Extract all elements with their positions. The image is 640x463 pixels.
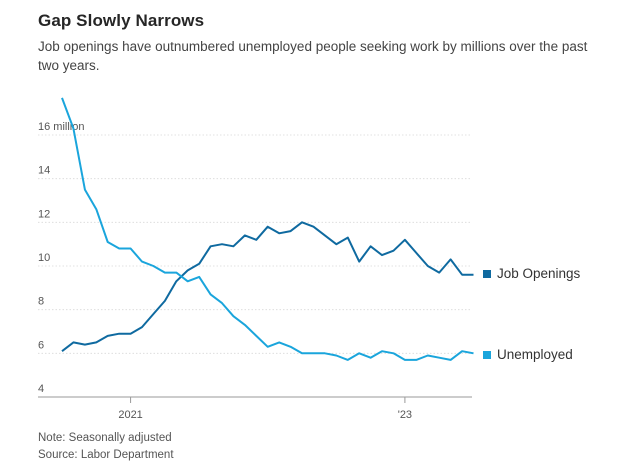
y-tick-label: 8 <box>38 296 44 308</box>
footnote: Note: Seasonally adjusted <box>38 432 172 444</box>
y-tick-label: 6 <box>38 339 44 351</box>
series-line-job-openings <box>61 221 474 352</box>
x-tick-label: 2021 <box>118 409 142 421</box>
legend-swatch-unemployed <box>483 350 491 359</box>
series-line-unemployed <box>61 97 474 361</box>
x-tick-label: '23 <box>398 409 412 421</box>
chart-title: Gap Slowly Narrows <box>38 11 205 30</box>
y-tick-label: 12 <box>38 208 50 220</box>
legend-label-unemployed: Unemployed <box>497 347 573 362</box>
legend-item-unemployed: Unemployed <box>483 347 573 362</box>
y-tick-label: 4 <box>38 383 44 395</box>
legend-swatch-job-openings <box>483 269 491 278</box>
series-lines <box>61 97 474 361</box>
y-tick-label: 16 million <box>38 121 84 133</box>
legend-label-job-openings: Job Openings <box>497 266 581 281</box>
grid-lines <box>38 134 472 398</box>
x-ticks: 2021 '23 <box>118 397 412 421</box>
y-tick-label: 10 <box>38 252 50 264</box>
source-note: Source: Labor Department <box>38 449 174 461</box>
legend-item-job-openings: Job Openings <box>483 266 580 281</box>
y-tick-label: 14 <box>38 165 50 177</box>
chart-subtitle: Job openings have outnumbered unemployed… <box>38 39 588 73</box>
y-tick-labels: 4 6 8 10 12 14 16 million <box>38 121 84 395</box>
